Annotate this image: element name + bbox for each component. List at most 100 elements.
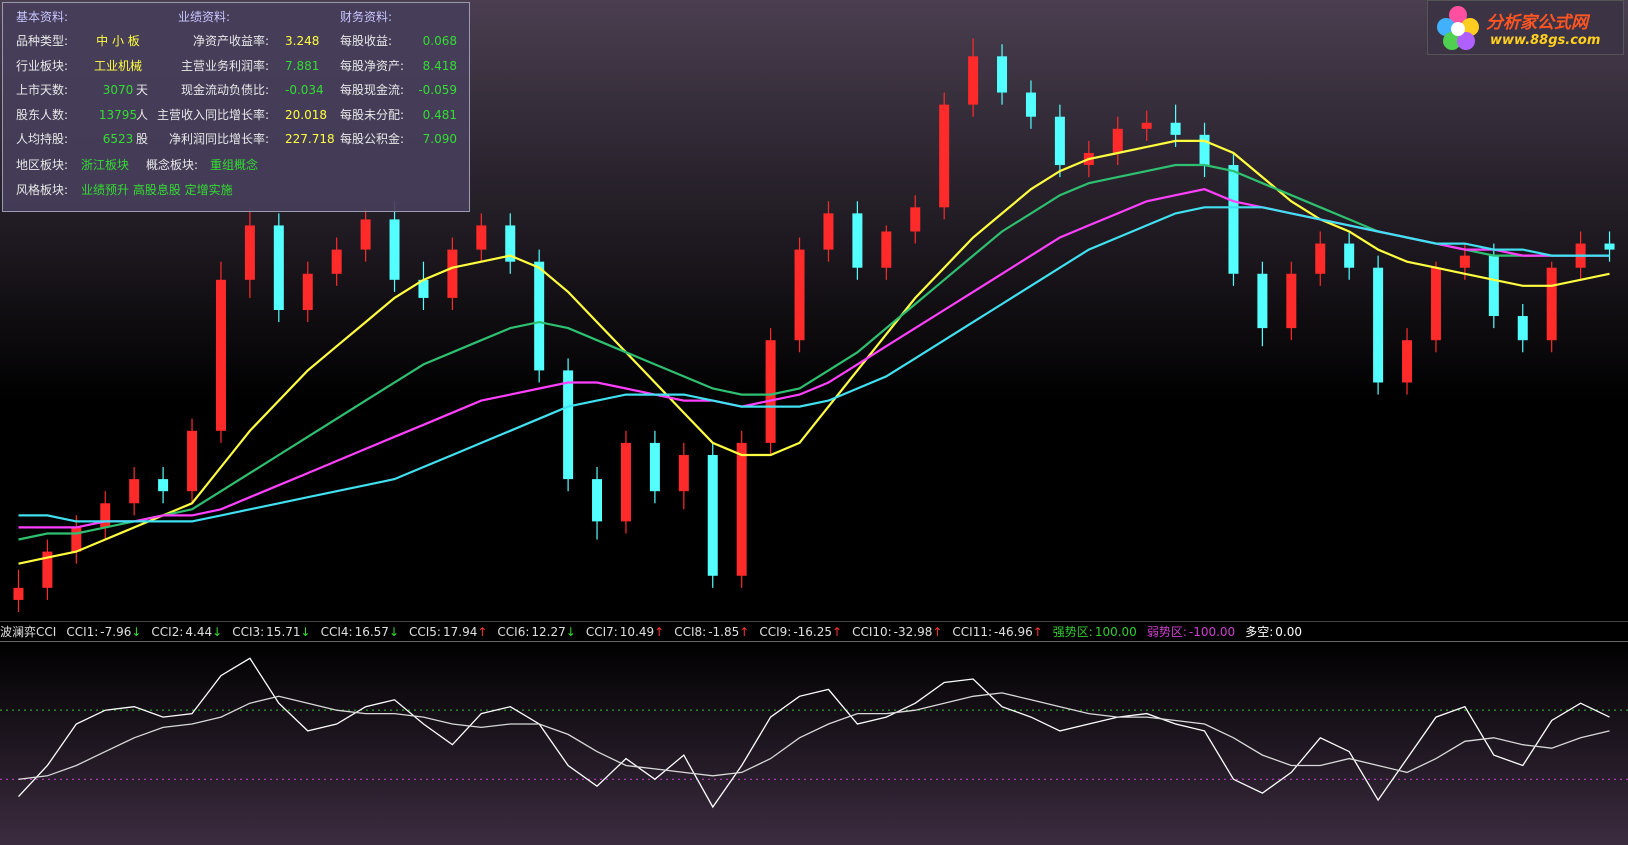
- moving-average: [18, 163, 1610, 541]
- cci-arrow: ↓: [565, 624, 576, 639]
- field-label: 净资产收益率:: [192, 34, 269, 49]
- candle-body: [1141, 122, 1152, 129]
- candle-body: [302, 273, 313, 310]
- candle-body: [331, 249, 342, 274]
- field-value: 业绩预升 高股息股 定增实施: [81, 182, 233, 197]
- cci-arrow: ↑: [932, 624, 943, 639]
- cci-item: CCI7: 10.49↑: [586, 625, 664, 639]
- field-label: 地区板块:: [16, 158, 69, 173]
- candle-body: [823, 213, 834, 250]
- field-label: 每股收益:: [340, 34, 393, 49]
- field-value: 8.418: [422, 58, 457, 73]
- zone-label: 强势区:: [1052, 625, 1093, 639]
- field-value: 3070: [102, 83, 134, 98]
- cci-label: CCI8:: [674, 624, 707, 639]
- candle-body: [1604, 243, 1615, 250]
- field-value: 227.718: [285, 132, 335, 146]
- field-label: 现金流动负债比:: [180, 83, 269, 98]
- candle-body: [360, 219, 371, 250]
- cci-line: [18, 692, 1610, 780]
- cci-title: 波澜弈CCI: [0, 625, 57, 639]
- field-label: 每股未分配:: [340, 107, 405, 122]
- candle-body: [707, 454, 718, 576]
- candle-body: [42, 551, 53, 588]
- candle-body: [794, 249, 805, 341]
- logo-name: 分析家公式网: [1486, 13, 1588, 33]
- field-label: 主营收入同比增长率:: [156, 107, 269, 122]
- candle-body: [534, 261, 545, 371]
- cci-value: -46.96: [994, 624, 1033, 639]
- cci-item: CCI6: 12.27↓: [497, 625, 575, 639]
- section-header: 业绩资料:: [178, 10, 231, 24]
- candle-body: [476, 225, 487, 250]
- candle-body: [13, 587, 24, 600]
- cci-value: 12.27: [531, 624, 566, 639]
- field-label: 风格板块:: [16, 182, 69, 197]
- candle-body: [505, 225, 516, 262]
- logo-icon: [1437, 6, 1479, 50]
- candle-body: [997, 56, 1008, 93]
- candle-body: [1054, 116, 1065, 166]
- cci-arrow: ↓: [388, 624, 399, 639]
- candle-body: [968, 56, 979, 105]
- candle-body: [71, 527, 82, 552]
- field-unit: 股: [136, 132, 149, 146]
- candle-body: [1315, 243, 1326, 274]
- cci-item: CCI8: -1.85↑: [674, 625, 749, 639]
- candle-body: [1430, 267, 1441, 341]
- field-value: 0.068: [422, 34, 457, 49]
- field-value: 7.881: [285, 58, 320, 73]
- cci-arrow: ↑: [477, 624, 488, 639]
- cci-label: CCI4:: [320, 624, 353, 639]
- cci-label: CCI10:: [852, 624, 892, 639]
- candle-body: [1199, 134, 1210, 166]
- field-label: 行业板块:: [16, 58, 69, 73]
- candle-body: [1459, 255, 1470, 268]
- cci-label: CCI6:: [497, 624, 530, 639]
- logo[interactable]: 分析家公式网 www.88gs.com: [1427, 0, 1624, 55]
- cci-value: -16.25: [793, 624, 832, 639]
- field-label: 每股现金流:: [340, 83, 405, 98]
- field-value: 3.248: [285, 34, 320, 49]
- cci-item: CCI5: 17.94↑: [409, 625, 487, 639]
- cci-arrow: ↓: [212, 624, 223, 639]
- cci-arrow: ↑: [832, 624, 843, 639]
- candle-body: [100, 503, 111, 528]
- field-value: 6523: [102, 132, 134, 146]
- cci-label: CCI9:: [759, 624, 792, 639]
- candle-body: [1170, 122, 1181, 135]
- cci-plot: [0, 657, 1628, 809]
- cci-item: CCI1: -7.96↓: [66, 625, 141, 639]
- cci-label: CCI3:: [232, 624, 265, 639]
- zone-value: 0.00: [1275, 625, 1302, 639]
- candle-body: [563, 370, 574, 480]
- info-panel: 基本资料: 业绩资料: 财务资料: 品种类型: 中 小 板 净资产收益率: 3.248 每股收…: [2, 2, 470, 212]
- field-value: 工业机械: [93, 58, 142, 73]
- cci-value: 4.44: [185, 624, 213, 639]
- candle-body: [418, 279, 429, 298]
- candle-body: [1257, 273, 1268, 329]
- candle-body: [678, 454, 689, 492]
- candle-body: [129, 479, 140, 504]
- candle-body: [765, 340, 776, 443]
- cci-value: 17.94: [442, 624, 478, 639]
- candle-body: [1546, 267, 1557, 341]
- cci-label: CCI11:: [952, 624, 993, 639]
- cci-line: [18, 657, 1610, 809]
- candle-body: [1488, 255, 1499, 317]
- cci-item: CCI10: -32.98↑: [852, 625, 942, 639]
- zone-label: 多空:: [1245, 625, 1274, 639]
- candle-body: [649, 442, 660, 492]
- logo-url: www.88gs.com: [1490, 33, 1601, 48]
- field-label: 每股公积金:: [340, 132, 405, 146]
- candle-body: [1402, 340, 1413, 383]
- cci-arrow: ↓: [131, 624, 142, 639]
- candle-body: [273, 225, 284, 310]
- zone-value: 100.00: [1094, 625, 1137, 639]
- cci-value: -32.98: [893, 624, 933, 639]
- cci-item: CCI11: -46.96↑: [952, 625, 1042, 639]
- cci-arrow: ↑: [654, 624, 665, 639]
- candle-body: [736, 442, 747, 576]
- cci-arrow: ↑: [1032, 624, 1043, 639]
